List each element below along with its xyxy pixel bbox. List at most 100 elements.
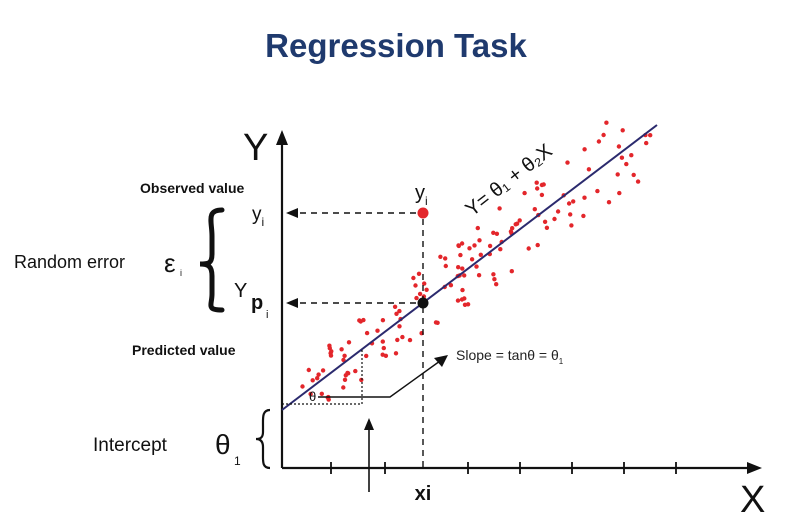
scatter-point: [443, 263, 448, 269]
scatter-point: [526, 246, 531, 251]
predicted-guide-arrowhead: [286, 298, 298, 308]
scatter-point: [474, 264, 479, 269]
x-tick-label-xi: xi: [415, 483, 432, 505]
scatter-point: [535, 242, 540, 248]
scatter-point: [433, 320, 439, 325]
scatter-point: [459, 241, 465, 246]
scatter-point: [381, 345, 386, 351]
scatter-point: [509, 269, 514, 274]
scatter-point: [308, 391, 313, 397]
x-axis-label: X: [740, 479, 765, 521]
scatter-point: [375, 328, 380, 333]
scatter-point: [346, 340, 352, 345]
regression-line: [281, 124, 658, 411]
scatter-point: [339, 347, 344, 352]
predicted-value-label: Predicted value: [132, 342, 236, 358]
scatter-point: [455, 298, 461, 303]
scatter-point: [629, 153, 634, 158]
scatter-point: [469, 257, 475, 262]
y-axis-label: Y: [243, 127, 268, 169]
scatter-point: [494, 282, 499, 287]
scatter-point: [443, 256, 448, 261]
scatter-point: [498, 247, 503, 252]
scatter-point: [477, 238, 482, 243]
guide-lines: [296, 208, 424, 468]
scatter-point: [342, 353, 347, 358]
scatter-point: [631, 172, 636, 178]
scatter-point: [310, 378, 315, 383]
scatter-point: [320, 368, 326, 373]
scatter-point: [615, 172, 620, 177]
scatter-point: [416, 271, 422, 276]
scatter-point: [517, 218, 522, 223]
scatter-point: [458, 252, 463, 258]
scatter-point: [569, 223, 574, 228]
scatter-point: [616, 144, 622, 149]
predicted-y-label: Ypi: [234, 280, 268, 321]
svg-text:Y= θ₁ + θ₂X: Y= θ₁ + θ₂X: [462, 140, 557, 221]
scatter-point: [300, 384, 305, 389]
scatter-points: [300, 120, 653, 402]
scatter-point: [345, 370, 350, 376]
up-arrow-arrowhead: [364, 418, 374, 430]
scatter-point: [353, 368, 358, 374]
scatter-point: [571, 199, 576, 204]
scatter-point: [467, 246, 472, 251]
observed-value-label: Observed value: [140, 180, 244, 196]
scatter-point: [380, 318, 386, 323]
axis-observed-y-label: yi: [252, 204, 264, 229]
predicted-point: [417, 297, 429, 309]
scatter-point: [456, 243, 461, 249]
scatter-point: [522, 190, 527, 196]
scatter-point: [397, 324, 402, 329]
scatter-point: [491, 272, 496, 277]
scatter-point: [316, 372, 321, 377]
x-axis-ticks: [330, 462, 677, 474]
scatter-point: [601, 132, 606, 138]
scatter-point: [542, 219, 548, 224]
scatter-point: [582, 147, 587, 152]
scatter-point: [413, 283, 418, 288]
scatter-point: [555, 209, 561, 214]
scatter-point: [341, 357, 346, 363]
scatter-point: [380, 352, 385, 357]
scatter-point: [624, 161, 629, 167]
observed-guide-arrowhead: [286, 208, 298, 218]
scatter-point: [448, 283, 454, 288]
scatter-point: [604, 120, 609, 125]
scatter-point: [619, 155, 625, 160]
scatter-point: [510, 226, 515, 231]
scatter-point: [380, 339, 385, 344]
scatter-point: [552, 216, 557, 222]
intercept-brace: [255, 408, 271, 470]
scatter-point: [539, 192, 545, 198]
scatter-point: [460, 287, 465, 293]
scatter-point: [472, 243, 477, 248]
scatter-point: [341, 385, 346, 390]
scatter-point: [535, 186, 540, 191]
scatter-point: [460, 266, 465, 271]
scatter-point: [422, 281, 427, 286]
scatter-point: [342, 377, 348, 382]
scatter-point: [541, 182, 546, 187]
intercept-theta-label: θ1: [215, 429, 241, 468]
scatter-point: [497, 206, 502, 211]
scatter-point: [596, 139, 602, 144]
slope-pointer-line: [318, 360, 441, 398]
scatter-point: [586, 167, 592, 172]
scatter-point: [424, 287, 429, 292]
scatter-point: [400, 334, 405, 340]
scatter-point: [462, 273, 467, 278]
scatter-point: [644, 140, 649, 146]
intercept-label: Intercept: [93, 435, 168, 456]
scatter-point: [534, 180, 539, 185]
scatter-point: [315, 376, 320, 381]
scatter-point: [329, 349, 334, 354]
random-error-brace: [199, 207, 225, 313]
scatter-point: [491, 230, 496, 235]
slope-label: Slope = tanθ = θ1: [456, 347, 564, 366]
scatter-point: [364, 330, 370, 336]
scatter-point: [565, 160, 570, 165]
scatter-point: [581, 213, 586, 219]
scatter-point: [648, 133, 653, 138]
